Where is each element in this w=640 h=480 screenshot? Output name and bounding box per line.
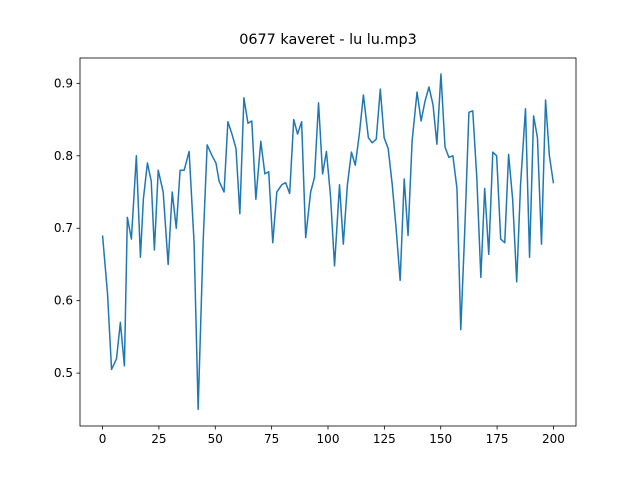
chart-title: 0677 kaveret - lu lu.mp3 [239,32,417,48]
y-tick-label: 0.7 [54,221,73,235]
y-tick-label: 0.8 [54,149,73,163]
x-tick-label: 75 [264,432,279,446]
y-tick-label: 0.6 [54,294,73,308]
x-tick-label: 0 [99,432,107,446]
x-tick-label: 125 [373,432,396,446]
x-tick-label: 200 [542,432,565,446]
plot-frame [79,57,577,427]
x-tick-label: 150 [429,432,452,446]
x-tick-label: 100 [317,432,340,446]
x-tick-label: 175 [486,432,509,446]
x-tick-label: 50 [208,432,223,446]
y-tick-label: 0.5 [54,366,73,380]
line [101,73,555,411]
y-tick-label: 0.9 [54,76,73,90]
x-tick-label: 25 [151,432,166,446]
